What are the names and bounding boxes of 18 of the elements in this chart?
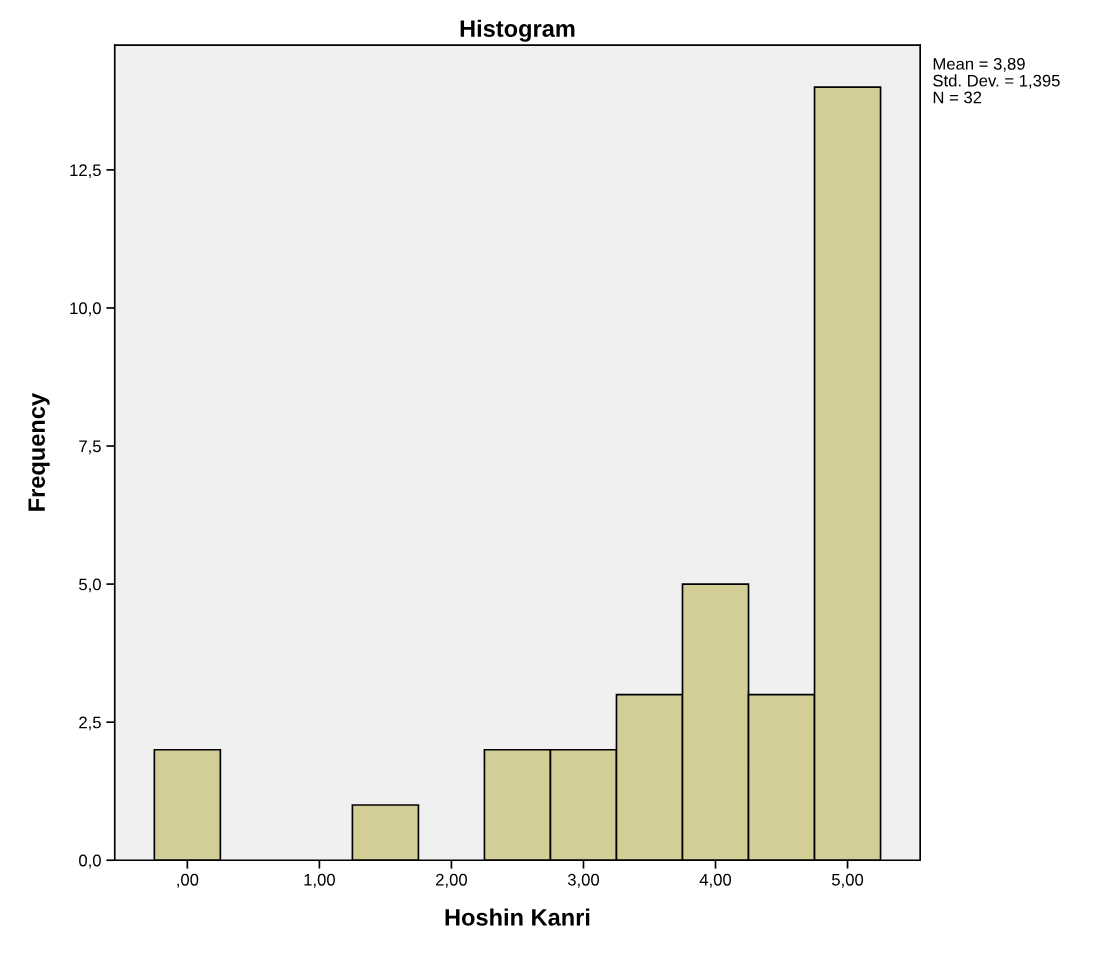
y-tick-label: 7,5 — [79, 440, 101, 455]
y-tick-label: 0,0 — [79, 854, 101, 869]
y-tick-label: 5,0 — [79, 578, 101, 593]
text: Std. Dev. = 1,395 — [933, 74, 1060, 89]
y-tick-label: 2,5 — [79, 716, 101, 731]
text: N = 32 — [933, 91, 982, 104]
x-tick-label: ,00 — [177, 873, 199, 888]
y-tick-label: 12,5 — [70, 164, 101, 179]
x-tick-label: 1,00 — [304, 873, 335, 888]
x-tick-label: 4,00 — [699, 873, 732, 888]
y-tick-label: 10,0 — [70, 302, 101, 317]
y-axis-title: Frequency — [28, 393, 50, 511]
chart-title: Histogram — [460, 19, 575, 42]
x-tick-label: 2,00 — [436, 873, 467, 888]
x-tick-label: 3,00 — [567, 873, 600, 888]
x-axis-title: Hoshin Kanri — [445, 908, 590, 926]
x-tick-label: 5,00 — [831, 873, 864, 888]
text: Mean = 3,89 — [933, 57, 1025, 72]
